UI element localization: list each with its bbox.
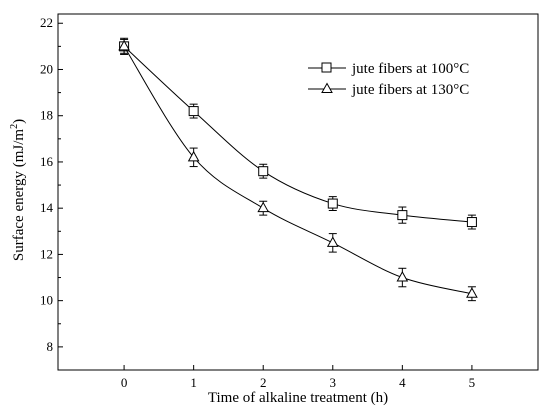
- y-tick-label: 20: [40, 61, 53, 76]
- y-tick-label: 8: [47, 339, 54, 354]
- y-tick-label: 16: [40, 154, 54, 169]
- y-tick-label: 14: [40, 200, 54, 215]
- legend: jute fibers at 100°C jute fibers at 130°…: [308, 61, 469, 98]
- x-tick-label: 1: [190, 375, 197, 390]
- y-tick-label: 10: [40, 293, 53, 308]
- data-point-square: [466, 217, 477, 228]
- data-point-square: [397, 210, 408, 221]
- x-axis-ticks: 0 1 2 3 4 5: [121, 365, 475, 390]
- data-point-triangle: [466, 287, 478, 298]
- x-tick-label: 4: [399, 375, 406, 390]
- series-layer: [118, 37, 478, 302]
- y-axis-title-main: Surface energy (mJ/m: [11, 129, 27, 262]
- y-tick-label: 12: [40, 246, 53, 261]
- x-tick-label: 3: [330, 375, 337, 390]
- data-point-triangle: [326, 236, 339, 247]
- data-point-triangle: [257, 201, 270, 213]
- y-axis-ticks: 8 10 12 14 16 18 20 22: [40, 15, 63, 354]
- y-tick-label: 22: [40, 15, 53, 30]
- data-point-triangle: [396, 271, 409, 282]
- data-point-square: [327, 198, 338, 209]
- y-axis-title: Surface energy (mJ/m2): [9, 119, 27, 261]
- legend-label-130c: jute fibers at 130°C: [351, 82, 469, 98]
- y-axis-title-end: ): [11, 119, 27, 124]
- legend-label-100c: jute fibers at 100°C: [351, 61, 469, 77]
- x-axis-title: Time of alkaline treatment (h): [208, 390, 388, 406]
- legend-marker-100c: [321, 62, 332, 73]
- data-point-square: [258, 166, 269, 177]
- x-tick-label: 2: [260, 375, 267, 390]
- x-tick-label: 5: [469, 375, 476, 390]
- legend-marker-130c: [321, 82, 333, 93]
- y-tick-label: 18: [40, 108, 53, 123]
- data-point-triangle: [118, 39, 130, 51]
- data-point-square: [188, 106, 199, 117]
- series-130c: [118, 37, 478, 302]
- data-point-triangle: [187, 150, 200, 162]
- plot-frame: [57, 13, 539, 371]
- x-tick-label: 0: [121, 375, 128, 390]
- y-axis-title-superscript: 2: [9, 124, 20, 129]
- plot-frame-border: [57, 13, 539, 371]
